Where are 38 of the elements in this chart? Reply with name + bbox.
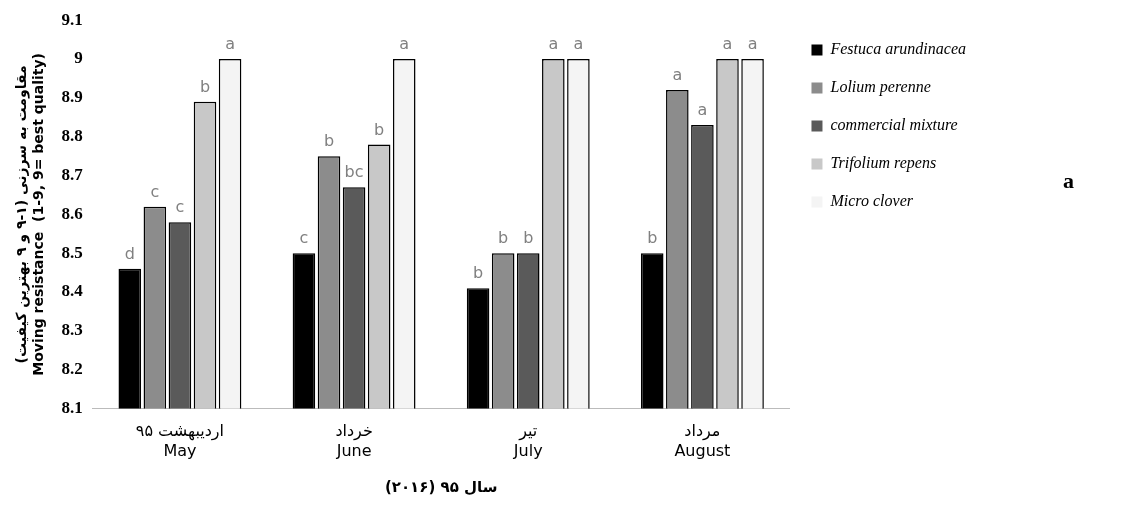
y-tick-label: 8.8	[61, 126, 83, 146]
data-label: c	[175, 197, 185, 217]
data-label: b	[473, 263, 484, 283]
data-label: b	[374, 119, 385, 139]
data-label: a	[697, 100, 708, 120]
y-tick-label: 8.6	[61, 203, 83, 223]
data-label: b	[498, 228, 509, 248]
legend-label: Micro clover	[829, 192, 914, 210]
data-label: a	[548, 34, 559, 54]
legend-label: Festuca arundinacea	[829, 40, 967, 58]
data-label: a	[672, 65, 683, 85]
data-label: c	[299, 228, 309, 248]
y-tick-label: 9.1	[61, 9, 83, 29]
y-tick-label: 8.5	[61, 242, 83, 262]
y-tick-label: 8.1	[61, 397, 83, 417]
data-label: b	[323, 131, 335, 151]
legend-label: commercial mixture	[830, 116, 958, 134]
x-axis-title: سال ۹۵ (۲۰۱۶)	[384, 477, 498, 496]
y-tick-label: 9	[74, 48, 83, 68]
y-tick-label: 8.7	[61, 164, 84, 184]
data-label: a	[722, 34, 733, 54]
y-tick-label: 8.2	[61, 359, 83, 379]
data-label: b	[199, 76, 211, 96]
data-label: c	[150, 181, 160, 201]
data-label: a	[225, 34, 235, 54]
data-label: a	[747, 34, 758, 54]
y-tick-label: 8.4	[61, 281, 84, 301]
legend-label: Trifolium repens	[830, 154, 937, 173]
data-label: b	[523, 228, 534, 248]
text: a	[1063, 168, 1074, 194]
y-tick-label: 8.9	[61, 87, 83, 107]
data-label: b	[647, 228, 658, 248]
data-label: a	[573, 34, 584, 54]
data-label: d	[124, 243, 135, 263]
legend-label: Lolium perenne	[829, 78, 931, 97]
y-tick-label: 8.3	[61, 320, 83, 340]
data-label: bc	[344, 162, 364, 182]
data-label: a	[399, 34, 410, 54]
